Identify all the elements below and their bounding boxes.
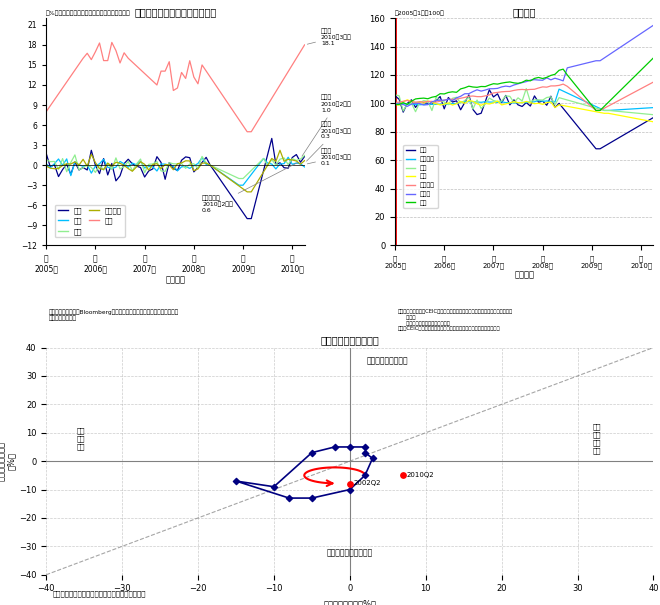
英国 <box>42 156 50 163</box>
Text: 資料：日本を除き、Bloombergから作成。日本は経済産業省「鉱工業生産
指数」から作成。: 資料：日本を除き、Bloombergから作成。日本は経済産業省「鉱工業生産 指数… <box>49 309 179 321</box>
Line: 中国: 中国 <box>46 42 304 132</box>
米国 <box>207 162 215 169</box>
X-axis label: （年月）: （年月） <box>166 275 185 284</box>
日本 <box>42 150 50 157</box>
Text: ユーロ圏、
2010年2月、
0.6: ユーロ圏、 2010年2月、 0.6 <box>202 162 298 213</box>
日本 <box>268 135 276 142</box>
Text: 備考：日本を除き、CEICから作成。日本は経済産業省「鉱工業生産指数」から
     作成。
     中国は指数を発表していない。
資料：CEICデータベース: 備考：日本を除き、CEICから作成。日本は経済産業省「鉱工業生産指数」から 作成… <box>397 309 513 332</box>
英国 <box>174 160 182 168</box>
日本 <box>185 154 193 162</box>
米国 <box>284 154 292 161</box>
Line: 米国: 米国 <box>46 157 304 185</box>
日本 <box>149 165 157 172</box>
ユーロ圏 <box>211 165 218 172</box>
ユーロ圏 <box>75 162 83 169</box>
X-axis label: 生産前年同期比（%）: 生産前年同期比（%） <box>323 599 376 605</box>
ユーロ圏 <box>300 157 308 164</box>
ユーロ圏 <box>243 188 251 195</box>
中国 <box>300 41 308 48</box>
米国 <box>75 161 83 168</box>
Point <box>306 448 317 457</box>
Text: 日本、
2010年3月、
0.3: 日本、 2010年3月、 0.3 <box>306 122 352 161</box>
日本 <box>75 166 83 174</box>
中国 <box>174 84 182 91</box>
Line: 日本: 日本 <box>46 139 304 218</box>
中国 <box>42 108 50 116</box>
Point <box>360 442 370 452</box>
Point <box>329 442 340 452</box>
Text: 中国、
2010年3月、
18.1: 中国、 2010年3月、 18.1 <box>308 28 352 46</box>
中国 <box>153 81 161 88</box>
Legend: 日本, ユーロ圏, 米国, 英国, ブラジル, インド, 韓国: 日本, ユーロ圏, 米国, 英国, ブラジル, インド, 韓国 <box>403 145 438 208</box>
Point <box>345 442 355 452</box>
英国 <box>71 151 79 159</box>
米国 <box>149 163 157 171</box>
英国 <box>214 165 222 172</box>
米国 <box>42 160 50 168</box>
Title: （生産と在庫の関係）: （生産と在庫の関係） <box>320 335 379 345</box>
Text: 意図せざる在庫減局面: 意図せざる在庫減局面 <box>327 549 373 558</box>
ユーロ圏 <box>207 162 215 169</box>
Point <box>345 485 355 494</box>
Line: 英国: 英国 <box>46 155 304 178</box>
英国 <box>79 164 87 171</box>
Point <box>269 482 279 491</box>
Point <box>284 493 294 503</box>
米国 <box>170 163 178 170</box>
Text: （2005年1月＝100）: （2005年1月＝100） <box>395 10 445 16</box>
米国 <box>211 165 218 172</box>
中国 <box>75 60 83 68</box>
米国 <box>235 182 243 189</box>
Point <box>397 471 408 480</box>
英国 <box>153 158 161 165</box>
ユーロ圏 <box>170 166 178 174</box>
Text: 2002Q2: 2002Q2 <box>354 480 381 486</box>
中国 <box>108 39 115 46</box>
中国 <box>214 85 222 93</box>
ユーロ圏 <box>276 146 284 154</box>
Title: （前月比、中国は前年同月比）: （前月比、中国は前年同月比） <box>134 7 216 18</box>
米国 <box>300 163 308 171</box>
Point <box>230 476 241 486</box>
米国 <box>185 165 193 172</box>
日本 <box>170 165 178 172</box>
Text: 資料：経済産業省「鉱工業生産指数」から作成。: 資料：経済産業省「鉱工業生産指数」から作成。 <box>52 590 146 597</box>
Point <box>306 493 317 503</box>
Text: （%、季節調整済み前月比、中国は前年同月比）: （%、季節調整済み前月比、中国は前年同月比） <box>46 10 131 16</box>
中国 <box>190 73 198 80</box>
日本 <box>207 162 215 169</box>
Text: 在庫
調整
局面: 在庫 調整 局面 <box>77 427 85 450</box>
中国 <box>211 79 218 87</box>
X-axis label: （年月）: （年月） <box>514 270 534 280</box>
Legend: 日本, 米国, 英国, ユーロ圏, 中国: 日本, 米国, 英国, ユーロ圏, 中国 <box>55 205 125 237</box>
日本 <box>211 168 218 175</box>
Point <box>360 471 370 480</box>
Text: 英国、
2010年2月、
1.0: 英国、 2010年2月、 1.0 <box>302 95 352 156</box>
英国 <box>235 175 243 182</box>
英国 <box>211 163 218 171</box>
Text: 在庫積み上がり局面: 在庫積み上がり局面 <box>367 356 409 365</box>
英国 <box>190 160 198 168</box>
中国 <box>243 128 251 136</box>
Text: 2010Q2: 2010Q2 <box>407 472 434 478</box>
Line: ユーロ圏: ユーロ圏 <box>46 150 304 192</box>
ユーロ圏 <box>149 161 157 168</box>
Text: 米国、
2010年3月、
0.1: 米国、 2010年3月、 0.1 <box>308 148 352 166</box>
日本 <box>243 215 251 222</box>
Title: （指数）: （指数） <box>512 7 536 18</box>
日本 <box>300 153 308 160</box>
ユーロ圏 <box>185 157 193 165</box>
ユーロ圏 <box>42 163 50 170</box>
Point <box>360 448 370 457</box>
Text: 在庫
積み
増し
局面: 在庫 積み 増し 局面 <box>593 423 601 454</box>
Point <box>367 454 378 463</box>
英国 <box>300 152 308 159</box>
Y-axis label: 在庫前年同期末比
（%）: 在庫前年同期末比 （%） <box>0 441 16 481</box>
Point <box>345 479 355 489</box>
